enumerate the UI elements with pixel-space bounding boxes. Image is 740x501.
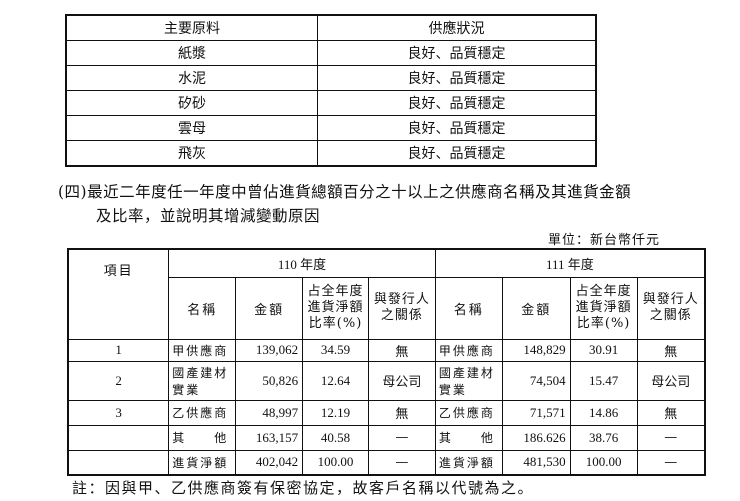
amount-cell: 148,829: [501, 338, 571, 362]
name-cell: 甲供應商: [434, 338, 503, 362]
material-cell: 紙漿: [65, 40, 318, 66]
table-row: 紙漿 良好、品質穩定: [65, 40, 597, 66]
relation-cell: 無: [636, 338, 706, 362]
unit-label: 單位：新台幣仟元: [548, 233, 661, 248]
relation-header: 與發行人之關係: [636, 276, 706, 340]
ratio-cell: 15.47: [569, 360, 638, 401]
year-110-header: 110 年度: [168, 248, 436, 278]
header-supply: 供應狀況: [317, 14, 597, 41]
amount-cell: 48,997: [235, 399, 304, 426]
ratio-cell: 100.00: [302, 449, 369, 476]
supply-status-cell: 良好、品質穩定: [317, 65, 597, 91]
table-row: 2 國產建材實業 50,826 12.64 母公司 國產建材實業 74,504 15.47 母公…: [67, 360, 706, 401]
supplier-table: 項目 110 年度 111 年度 名稱 金額 占全年度進貨淨額比率(%) 與發行…: [67, 248, 706, 476]
item-cell: 3: [67, 399, 170, 426]
name-cell: 進貨淨額: [434, 449, 503, 476]
table-header-row: 主要原料 供應狀況: [65, 14, 597, 41]
table-row: 其 他 163,157 40.58— 其 他 186.626 38.76—: [67, 424, 706, 451]
relation-cell: —: [368, 449, 436, 476]
item-cell: [67, 424, 170, 451]
name-cell: 國產建材實業: [434, 360, 503, 401]
year-row: 項目 110 年度 111 年度: [67, 248, 706, 340]
table-row: 水泥 良好、品質穩定: [65, 65, 597, 91]
table-row: 1 甲供應商 139,062 34.59 無甲供應商 148,829 30.91 無: [67, 338, 706, 362]
table-row: 3 乙供應商 48,997 12.19 無乙供應商 71,571 14.86 無: [67, 399, 706, 426]
table-row: 雲母 良好、品質穩定: [65, 115, 597, 141]
table-row: 進貨淨額 402,042 100.00— 進貨淨額 481,530 100.00—: [67, 449, 706, 476]
heading-line-2: 及比率，並說明其增減變動原因: [96, 207, 321, 225]
name-cell: 乙供應商: [168, 399, 237, 426]
amount-cell: 481,530: [501, 449, 571, 476]
table-row: 飛灰 良好、品質穩定: [65, 140, 597, 167]
amount-cell: 50,826: [235, 360, 304, 401]
year-111-header: 111 年度: [434, 248, 706, 278]
relation-cell: —: [368, 424, 436, 451]
name-cell: 國產建材實業: [168, 360, 237, 401]
name-cell: 乙供應商: [434, 399, 503, 426]
relation-cell: 無: [636, 399, 706, 426]
item-cell: 1: [67, 338, 170, 362]
material-cell: 水泥: [65, 65, 318, 91]
amount-cell: 186.626: [501, 424, 571, 451]
name-cell: 進貨淨額: [168, 449, 237, 476]
ratio-header: 占全年度進貨淨額比率(%): [569, 276, 638, 340]
materials-table: 主要原料 供應狀況 紙漿 良好、品質穩定 水泥 良好、品質穩定 矽砂 良好、品質穩定 雲母 良好…: [65, 14, 597, 167]
supply-status-cell: 良好、品質穩定: [317, 140, 597, 167]
header-material: 主要原料: [65, 14, 318, 41]
material-cell: 雲母: [65, 115, 318, 141]
item-cell: [67, 449, 170, 476]
column-header-row: 名稱 金額 占全年度進貨淨額比率(%) 與發行人之關係 名稱 金額 占全年度進貨…: [68, 276, 706, 340]
footnote: 註：因與甲、乙供應商簽有保密協定，故客戶名稱以代號為之。: [72, 479, 535, 497]
section-heading: (四)最近二年度任一年度中曾佔進貨總額百分之十以上之供應商名稱及其進貨金額 及比…: [58, 180, 631, 228]
name-header: 名稱: [434, 276, 503, 340]
ratio-cell: 40.58: [302, 424, 369, 451]
ratio-header: 占全年度進貨淨額比率(%): [302, 276, 369, 340]
name-cell: 其 他: [434, 424, 503, 451]
amount-cell: 74,504: [501, 360, 571, 401]
supply-status-cell: 良好、品質穩定: [317, 115, 597, 141]
amount-header: 金額: [235, 276, 304, 340]
ratio-cell: 12.64: [302, 360, 369, 401]
name-cell: 甲供應商: [168, 338, 237, 362]
heading-line-1: (四)最近二年度任一年度中曾佔進貨總額百分之十以上之供應商名稱及其進貨金額: [58, 183, 632, 201]
name-cell: 其 他: [168, 424, 237, 451]
relation-cell: 無: [368, 399, 436, 426]
relation-cell: 無: [368, 338, 436, 362]
item-cell: 2: [67, 360, 170, 401]
relation-header: 與發行人之關係: [368, 276, 436, 340]
supply-status-cell: 良好、品質穩定: [317, 40, 597, 66]
name-header: 名稱: [168, 276, 237, 340]
relation-cell: 母公司: [636, 360, 706, 401]
relation-cell: 母公司: [368, 360, 436, 401]
ratio-cell: 30.91: [569, 338, 638, 362]
relation-cell: —: [636, 424, 706, 451]
ratio-cell: 38.76: [569, 424, 638, 451]
supply-status-cell: 良好、品質穩定: [317, 90, 597, 116]
amount-cell: 163,157: [235, 424, 304, 451]
material-cell: 飛灰: [65, 140, 318, 167]
table-row: 矽砂 良好、品質穩定: [65, 90, 597, 116]
item-header: 項目: [67, 248, 170, 340]
amount-header: 金額: [501, 276, 571, 340]
ratio-cell: 14.86: [569, 399, 638, 426]
amount-cell: 139,062: [235, 338, 304, 362]
ratio-cell: 12.19: [302, 399, 369, 426]
amount-cell: 71,571: [501, 399, 571, 426]
amount-cell: 402,042: [235, 449, 304, 476]
ratio-cell: 34.59: [302, 338, 369, 362]
relation-cell: —: [636, 449, 706, 476]
ratio-cell: 100.00: [569, 449, 638, 476]
material-cell: 矽砂: [65, 90, 318, 116]
